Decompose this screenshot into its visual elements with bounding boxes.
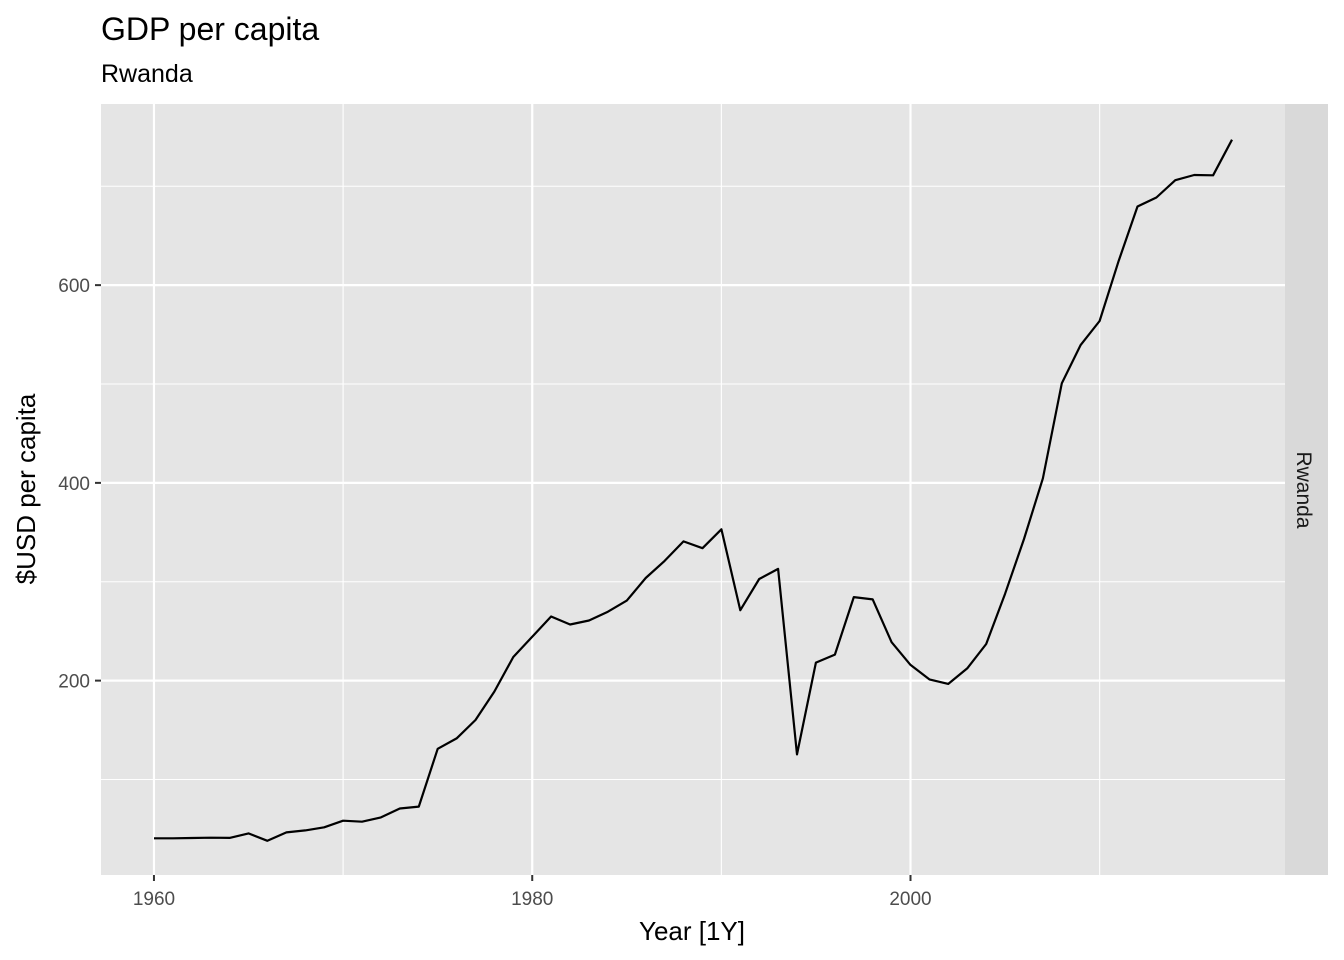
x-tick-label: 2000 xyxy=(889,889,931,910)
y-axis-title: $USD per capita xyxy=(11,393,41,584)
y-tick-label: 600 xyxy=(58,276,90,297)
y-axis: 200 400 600 xyxy=(58,276,101,693)
gdp-series-line xyxy=(154,139,1233,842)
facet-strip-label: Rwanda xyxy=(1292,451,1315,528)
x-tick-label: 1960 xyxy=(133,889,175,910)
y-tick-label: 200 xyxy=(58,672,90,693)
x-axis-title: Year [1Y] xyxy=(639,916,745,946)
x-axis: 1960 1980 2000 xyxy=(133,875,932,910)
x-tick-label: 1980 xyxy=(511,889,553,910)
chart-subtitle: Rwanda xyxy=(101,60,193,88)
plot-panel xyxy=(101,104,1285,875)
minor-gridlines xyxy=(101,104,1285,875)
y-tick-label: 400 xyxy=(58,474,90,495)
chart-title: GDP per capita xyxy=(101,11,319,47)
major-gridlines xyxy=(101,104,1285,875)
facet-strip xyxy=(1285,104,1328,875)
